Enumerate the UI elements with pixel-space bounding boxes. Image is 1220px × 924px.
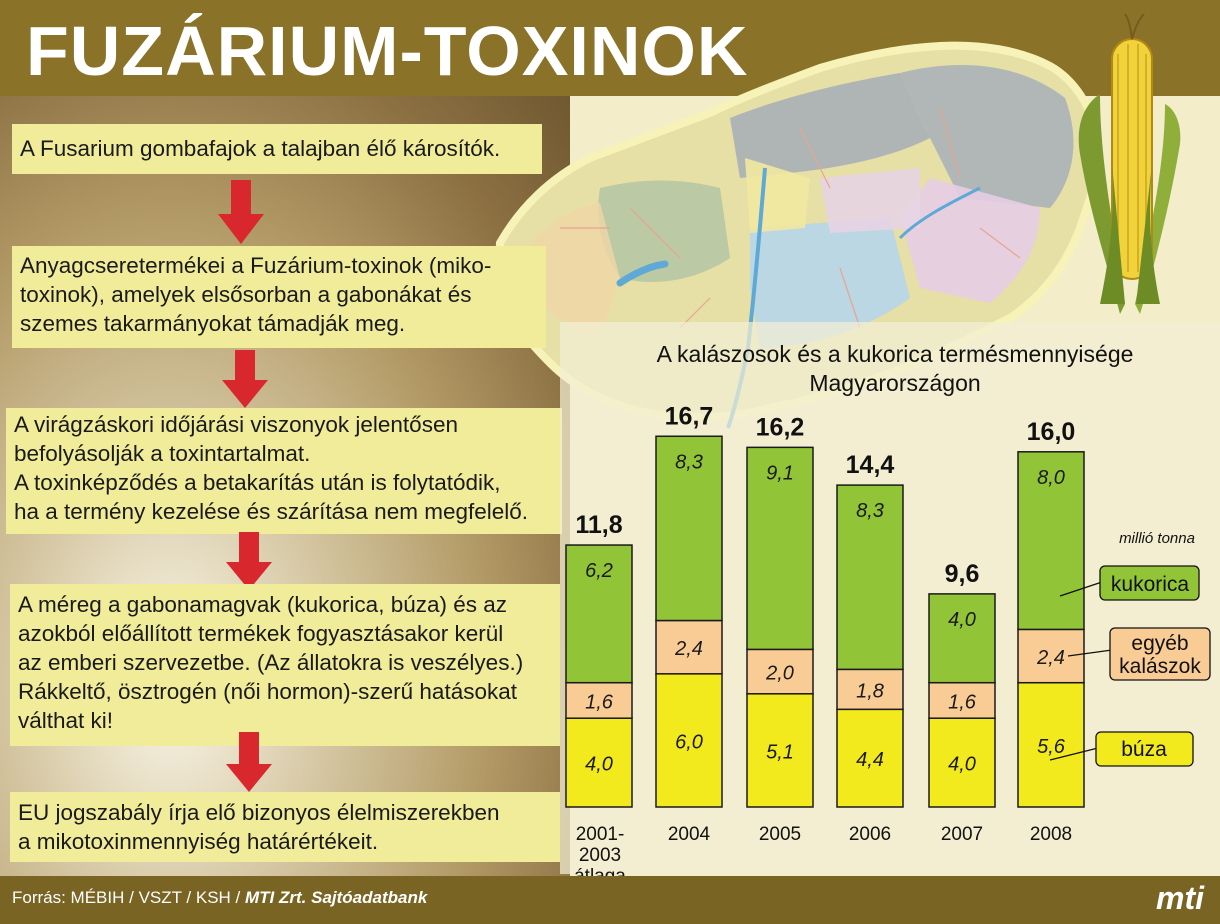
info-box-line: azokból előállított termékek fogyasztása… <box>18 621 504 646</box>
source-bold: MTI Zrt. Sajtóadatbank <box>245 888 428 907</box>
info-box-toxins: Anyagcseretermékei a Fuzárium-toxinok (m… <box>12 246 546 348</box>
data-label: 1,8 <box>856 680 884 702</box>
legend-kukorica-swatch <box>1099 565 1200 601</box>
info-box-line: a mikotoxinmennyiség határértékeit. <box>18 829 379 854</box>
bar-segment <box>928 593 996 684</box>
data-label: 6,0 <box>675 731 703 753</box>
bar-segment <box>836 484 904 671</box>
mti-logo: mti <box>1156 880 1204 916</box>
info-box-line: EU jogszabály írja elő bizonyos élelmisz… <box>18 800 500 825</box>
category-label: 2003 <box>579 845 621 866</box>
data-label: 2,4 <box>1036 647 1065 669</box>
total-label: 9,6 <box>945 560 980 588</box>
category-label: 2001- <box>576 824 625 845</box>
category-label: 2007 <box>941 824 983 845</box>
data-label: 5,1 <box>766 741 794 763</box>
info-box-line: A méreg a gabonamagvak (kukorica, búza) … <box>18 592 508 617</box>
data-label: 8,3 <box>856 500 884 522</box>
category-label: 2005 <box>759 824 801 845</box>
legend-leader-line <box>1067 649 1113 657</box>
legend-buza-swatch <box>1095 731 1194 767</box>
data-label: 1,6 <box>948 691 977 713</box>
bar-segment <box>928 681 996 719</box>
data-label: 6,2 <box>585 560 613 582</box>
bar-segment <box>565 544 633 684</box>
info-box-line: Anyagcseretermékei a Fuzárium-toxinok (m… <box>20 253 492 278</box>
info-box-line: befolyásolják a toxintartalmat. <box>14 441 311 466</box>
legend-leader-line <box>1049 747 1099 761</box>
bar-segment <box>655 673 723 808</box>
red-down-arrow-icon <box>222 350 268 408</box>
data-label: 1,6 <box>585 691 614 713</box>
info-box-line: az emberi szervezetbe. (Az állatokra is … <box>18 650 524 675</box>
footer-bar: Forrás: MÉBIH / VSZT / KSH / MTI Zrt. Sa… <box>0 876 1220 924</box>
legend-buza-label: búza <box>1121 738 1167 761</box>
legend-kukorica-label: kukorica <box>1111 573 1190 596</box>
info-box-line: toxinok), amelyek elsősorban a gabonákat… <box>20 282 472 307</box>
corn-cob-illustration <box>1078 14 1181 314</box>
info-box-line: ha a termény kezelése és szárítása nem m… <box>14 499 529 524</box>
data-label: 8,3 <box>675 451 703 473</box>
data-label: 4,4 <box>856 749 884 771</box>
bar-segment <box>836 708 904 808</box>
header-bar: FUZÁRIUM-TOXINOK <box>0 0 1220 96</box>
chart-title: A kalászosok és a kukorica termésmennyis… <box>656 341 1134 396</box>
bar-segment <box>746 693 814 808</box>
page-title: FUZÁRIUM-TOXINOK <box>26 12 749 90</box>
legend-egyeb-label: egyéb <box>1131 632 1188 655</box>
info-box-line: Rákkeltő, ösztrogén (női hormon)-szerű h… <box>18 679 517 704</box>
unit-label: millió tonna <box>1119 530 1195 547</box>
info-box-line: A Fusarium gombafajok a talajban élő kár… <box>20 136 501 161</box>
info-box-fusarium: A Fusarium gombafajok a talajban élő kár… <box>12 124 542 174</box>
bar-segment <box>655 435 723 622</box>
source-text: Forrás: MÉBIH / VSZT / KSH / MTI Zrt. Sa… <box>12 888 427 908</box>
info-box-line: szemes takarmányokat támadják meg. <box>20 311 406 336</box>
info-box-eu-regulation: EU jogszabály írja elő bizonyos élelmisz… <box>10 792 560 862</box>
total-label: 16,2 <box>756 413 805 441</box>
data-label: 8,0 <box>1037 467 1065 489</box>
bar-segment <box>1017 451 1085 631</box>
total-label: 14,4 <box>846 451 895 479</box>
info-box-line: válthat ki! <box>18 708 114 733</box>
info-box-line: A toxinképződés a betakarítás után is fo… <box>14 470 501 495</box>
legend-egyeb-swatch <box>1109 627 1211 681</box>
category-label: 2008 <box>1030 824 1072 845</box>
data-label: 5,6 <box>1037 736 1066 758</box>
data-label: 4,0 <box>948 609 976 631</box>
data-label: 9,1 <box>766 462 794 484</box>
category-label: 2004 <box>668 824 711 845</box>
source-prefix: Forrás: MÉBIH / VSZT / KSH / <box>12 888 246 907</box>
bar-segment <box>928 717 996 808</box>
total-label: 11,8 <box>575 511 622 539</box>
info-box-weather: A virágzáskori időjárási viszonyok jelen… <box>6 408 562 534</box>
bar-segment <box>655 619 723 675</box>
info-box-poison: A méreg a gabonamagvak (kukorica, búza) … <box>10 584 560 746</box>
red-down-arrow-icon <box>218 180 264 244</box>
red-down-arrow-icon <box>226 532 272 590</box>
data-label: 4,0 <box>585 754 613 776</box>
info-box-line: A virágzáskori időjárási viszonyok jelen… <box>14 412 458 437</box>
legend-egyeb-label: kalászok <box>1119 655 1201 678</box>
data-label: 4,0 <box>948 754 976 776</box>
red-down-arrow-icon <box>226 732 272 792</box>
bar-segment <box>565 717 633 808</box>
bar-segment <box>1017 681 1085 808</box>
bar-segment <box>746 446 814 651</box>
category-label: 2006 <box>849 824 891 845</box>
data-label: 2,4 <box>674 638 703 660</box>
bar-segment <box>565 681 633 719</box>
total-label: 16,0 <box>1027 418 1076 446</box>
data-label: 2,0 <box>765 663 794 685</box>
total-label: 16,7 <box>665 402 714 430</box>
legend-leader-line <box>1059 581 1103 597</box>
